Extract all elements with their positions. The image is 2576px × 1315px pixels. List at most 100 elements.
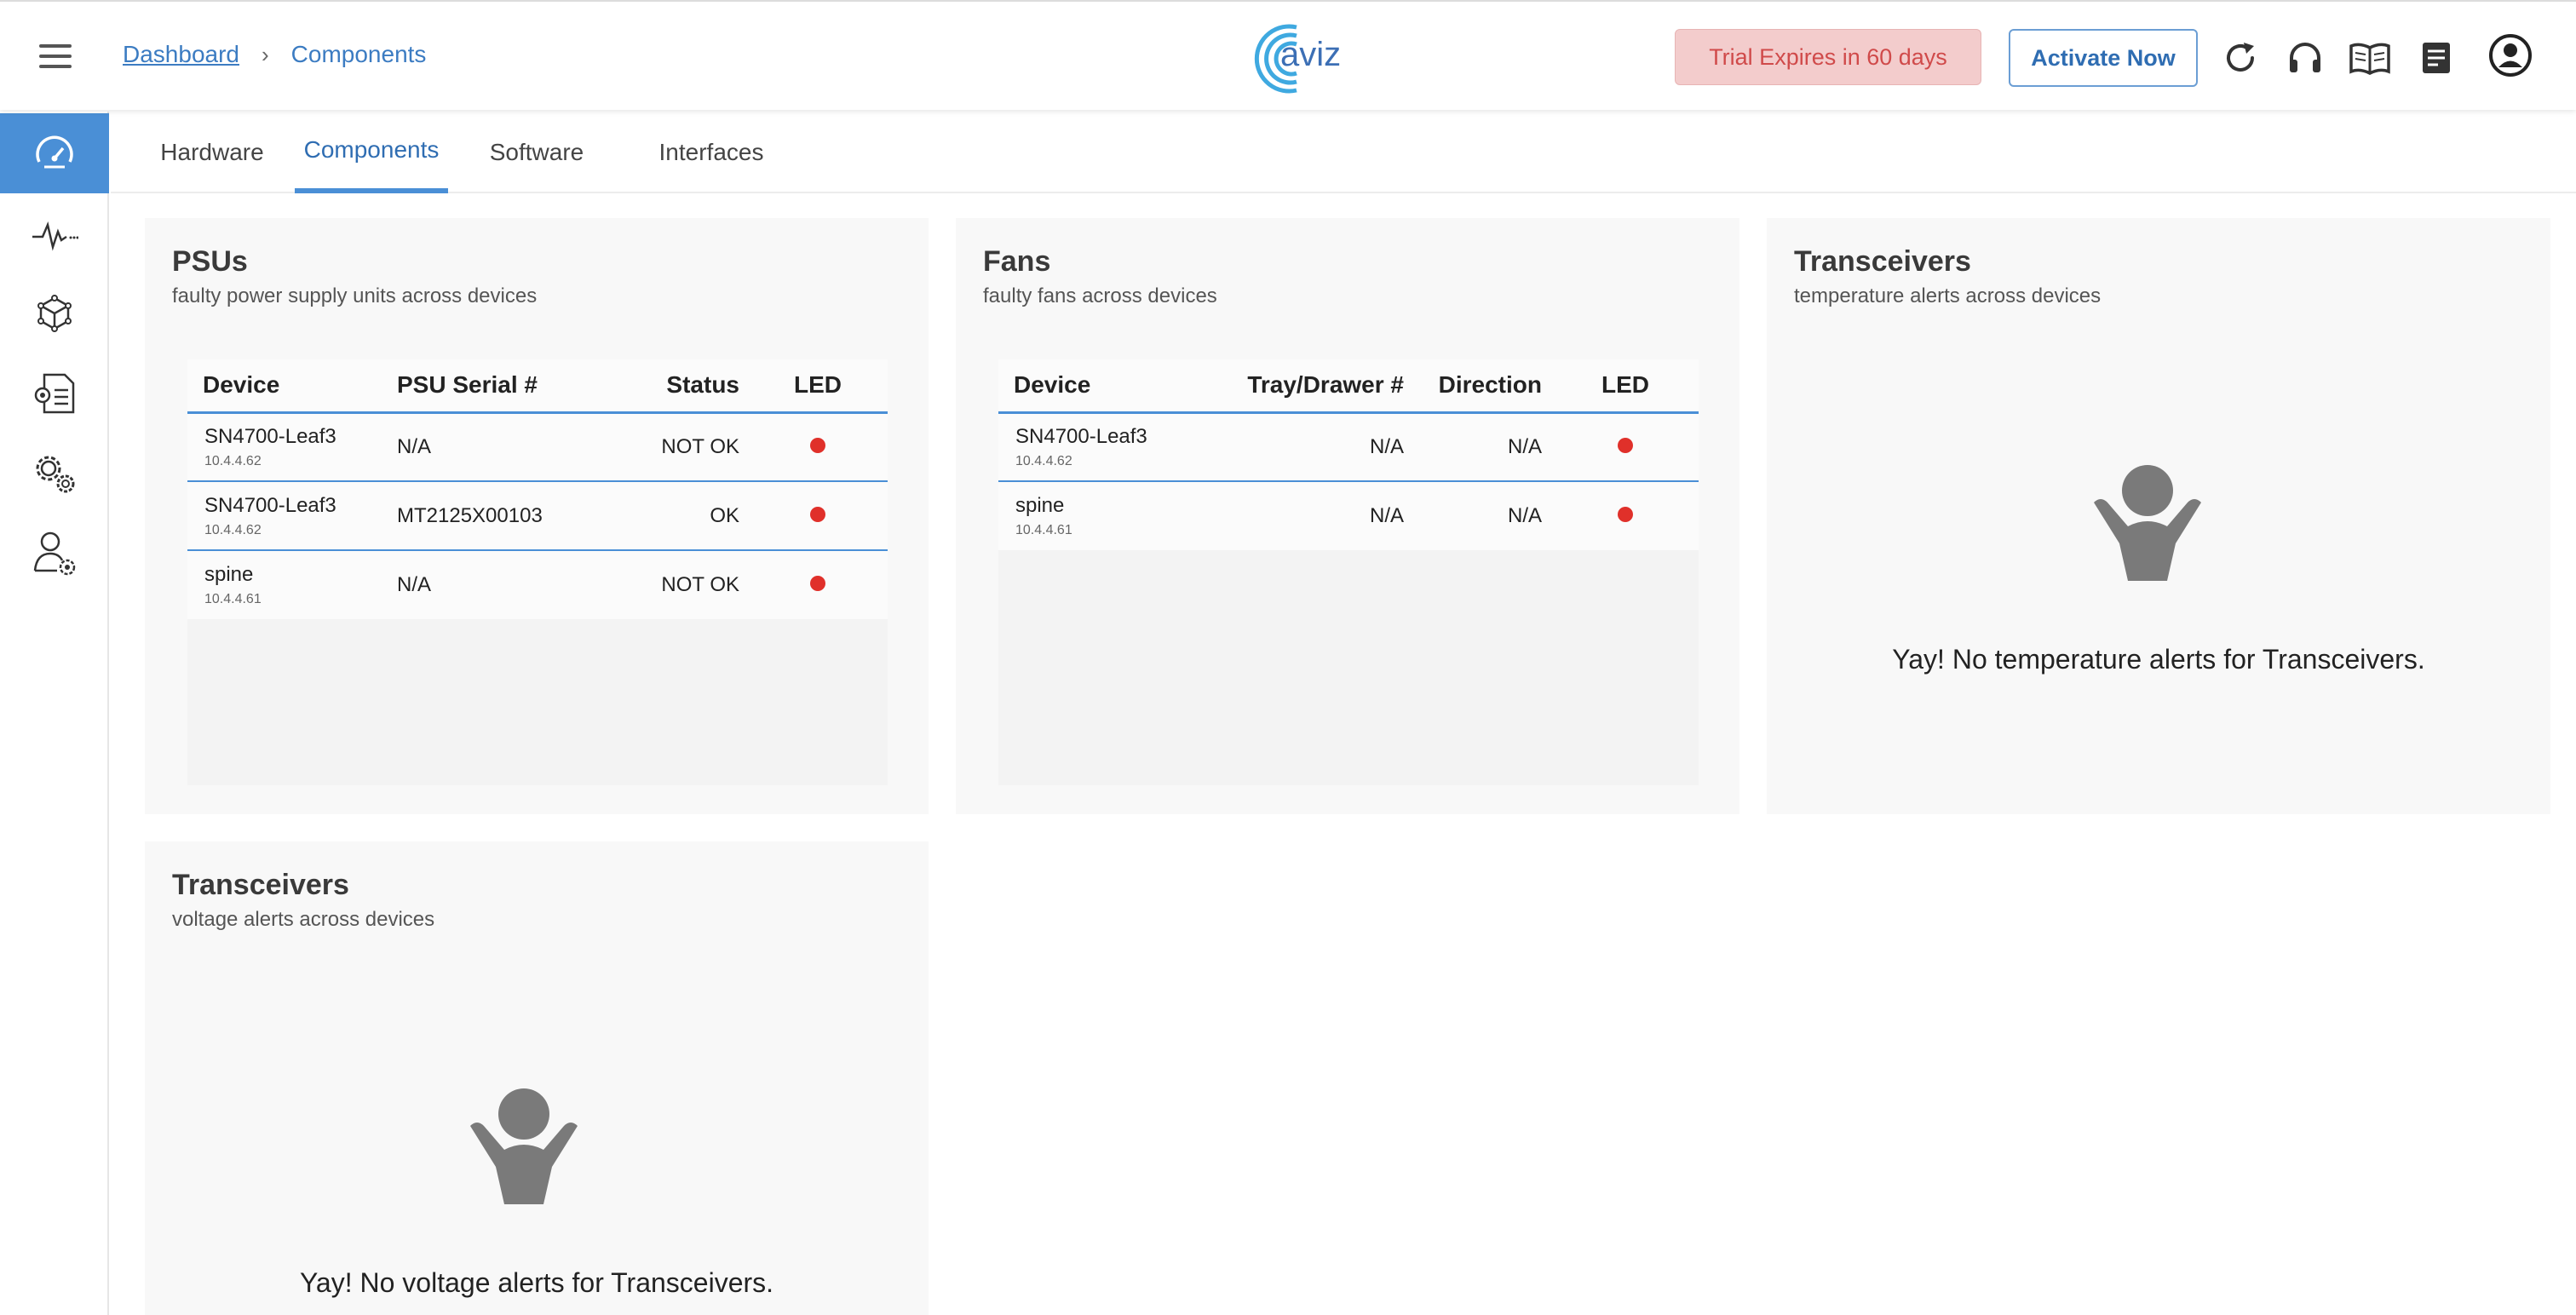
tab-hardware[interactable]: Hardware — [160, 139, 264, 165]
psus-table: Device PSU Serial # Status LED SN4700-Le… — [187, 359, 888, 619]
device-ip: 10.4.4.62 — [204, 522, 262, 537]
device-ip: 10.4.4.62 — [1015, 453, 1072, 468]
cheering-person-icon — [470, 1088, 578, 1204]
pulse-icon — [32, 221, 78, 251]
no-voltage-alerts-message: Yay! No voltage alerts for Transceivers. — [299, 1267, 774, 1298]
led-cell — [1552, 412, 1699, 482]
sidebar-item-network[interactable] — [0, 273, 109, 353]
status-cell: NOT OK — [620, 412, 748, 482]
fans-card-subtitle: faulty fans across devices — [983, 284, 1217, 307]
trial-expiry-badge: Trial Expires in 60 days — [1675, 29, 1981, 85]
direction-cell: N/A — [1407, 412, 1552, 482]
column-header-direction[interactable]: Direction — [1407, 359, 1552, 414]
led-cell — [748, 481, 888, 551]
tray-cell: N/A — [1228, 412, 1407, 482]
menu-icon[interactable] — [39, 44, 72, 68]
breadcrumb-separator: › — [261, 41, 269, 67]
top-bar: Dashboard › Components aviz Trial Expire… — [0, 0, 2576, 110]
led-cell — [748, 550, 888, 619]
fans-table: Device Tray/Drawer # Direction LED SN470… — [998, 359, 1699, 550]
led-cell — [748, 412, 888, 482]
device-ip: 10.4.4.61 — [1015, 523, 1072, 537]
led-cell — [1552, 481, 1699, 550]
column-header-led[interactable]: LED — [748, 359, 888, 414]
config-document-icon — [34, 373, 75, 414]
led-status-indicator — [810, 506, 825, 522]
settings-gears-icon — [36, 456, 75, 493]
headset-icon[interactable] — [2285, 37, 2326, 78]
transceivers-temperature-title: Transceivers — [1794, 245, 1971, 278]
tab-software[interactable]: Software — [489, 139, 584, 165]
transceivers-voltage-title: Transceivers — [172, 869, 349, 901]
direction-cell: N/A — [1407, 481, 1552, 550]
psus-table-container: Device PSU Serial # Status LED SN4700-Le… — [187, 359, 888, 785]
status-cell: OK — [620, 481, 748, 551]
user-settings-icon — [33, 531, 76, 576]
table-row[interactable]: SN4700-Leaf3 10.4.4.62 MT2125X00103 OK — [187, 481, 888, 551]
breadcrumb-dashboard-link[interactable]: Dashboard — [123, 41, 239, 67]
psu-serial-cell: N/A — [397, 412, 620, 482]
aviz-logo-icon — [1254, 24, 1297, 94]
psus-card: PSUs faulty power supply units across de… — [145, 218, 929, 814]
column-header-device[interactable]: Device — [998, 359, 1228, 414]
led-status-indicator — [1618, 437, 1633, 453]
device-ip: 10.4.4.62 — [204, 453, 262, 468]
device-name: SN4700-Leaf3 — [204, 424, 336, 448]
tray-cell: N/A — [1228, 481, 1407, 550]
logo-text: aviz — [1280, 36, 1342, 73]
transceivers-voltage-card: Transceivers voltage alerts across devic… — [145, 841, 929, 1315]
document-icon[interactable] — [2416, 37, 2457, 78]
tab-bar: Hardware Components Software Interfaces — [111, 112, 2576, 193]
column-header-status[interactable]: Status — [620, 359, 748, 414]
tab-components[interactable]: Components — [295, 112, 448, 193]
tab-interfaces[interactable]: Interfaces — [658, 139, 764, 165]
device-cell: SN4700-Leaf3 10.4.4.62 — [187, 481, 397, 551]
table-header-row: Device PSU Serial # Status LED — [187, 359, 888, 414]
column-header-tray-drawer[interactable]: Tray/Drawer # — [1228, 359, 1407, 414]
device-cell: spine 10.4.4.61 — [998, 481, 1228, 550]
sidebar-item-users[interactable] — [0, 514, 109, 594]
table-row[interactable]: SN4700-Leaf3 10.4.4.62 N/A N/A — [998, 412, 1699, 482]
device-ip: 10.4.4.61 — [204, 592, 262, 606]
column-header-led[interactable]: LED — [1552, 359, 1699, 414]
table-row[interactable]: spine 10.4.4.61 N/A NOT OK — [187, 550, 888, 619]
column-header-device[interactable]: Device — [187, 359, 397, 414]
led-status-indicator — [810, 576, 825, 591]
fans-card-title: Fans — [983, 245, 1051, 278]
user-profile-icon[interactable] — [2487, 32, 2533, 78]
led-status-indicator — [810, 437, 825, 453]
sidebar-item-dashboard[interactable] — [0, 113, 109, 193]
no-temperature-alerts-message: Yay! No temperature alerts for Transceiv… — [1892, 644, 2425, 675]
sidebar — [0, 112, 109, 1315]
device-cell: SN4700-Leaf3 10.4.4.62 — [998, 412, 1228, 482]
column-header-psu-serial[interactable]: PSU Serial # — [397, 359, 620, 414]
status-cell: NOT OK — [620, 550, 748, 619]
dashboard-gauge-icon — [36, 135, 73, 169]
refresh-icon[interactable] — [2220, 37, 2261, 78]
table-row[interactable]: SN4700-Leaf3 10.4.4.62 N/A NOT OK — [187, 412, 888, 482]
transceivers-voltage-subtitle: voltage alerts across devices — [172, 908, 435, 931]
cheering-person-icon — [2094, 465, 2201, 581]
table-row[interactable]: spine 10.4.4.61 N/A N/A — [998, 481, 1699, 550]
table-header-row: Device Tray/Drawer # Direction LED — [998, 359, 1699, 414]
book-icon[interactable] — [2348, 37, 2392, 78]
network-cube-icon — [37, 295, 72, 332]
psu-serial-cell: N/A — [397, 550, 620, 619]
psu-serial-cell: MT2125X00103 — [397, 481, 620, 551]
breadcrumb-current: Components — [290, 41, 427, 67]
psus-card-title: PSUs — [172, 245, 248, 278]
device-name: SN4700-Leaf3 — [204, 493, 336, 517]
sidebar-item-settings[interactable] — [0, 434, 109, 514]
device-name: SN4700-Leaf3 — [1015, 424, 1147, 448]
breadcrumb: Dashboard › Components — [123, 41, 426, 68]
fans-card: Fans faulty fans across devices Device T… — [956, 218, 1739, 814]
device-cell: SN4700-Leaf3 10.4.4.62 — [187, 412, 397, 482]
sidebar-item-monitoring[interactable] — [0, 195, 109, 275]
device-name: spine — [204, 563, 254, 586]
led-status-indicator — [1618, 507, 1633, 522]
device-name: spine — [1015, 494, 1065, 517]
transceivers-temperature-subtitle: temperature alerts across devices — [1794, 284, 2102, 307]
activate-now-button[interactable]: Activate Now — [2009, 29, 2198, 87]
sidebar-item-config[interactable] — [0, 353, 109, 434]
